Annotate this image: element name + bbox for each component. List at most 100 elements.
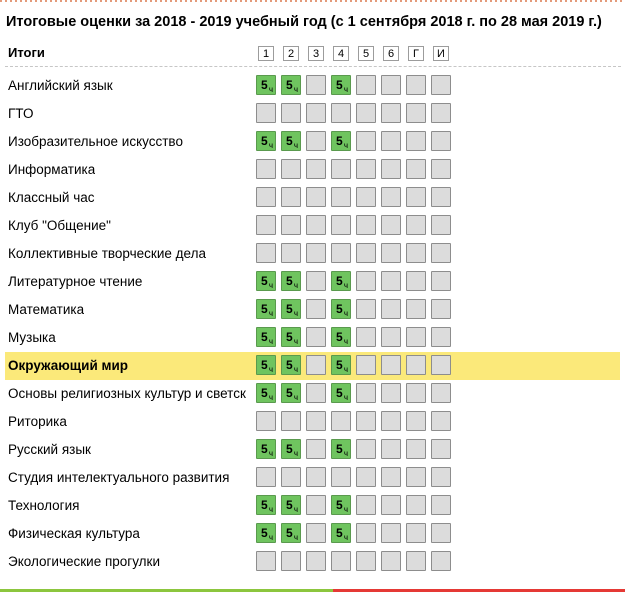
subject-row[interactable]: Физическая культура 5 ч 5 ч 5 ч: [5, 520, 620, 548]
subject-name[interactable]: Информатика: [8, 162, 96, 177]
empty-grade-cell[interactable]: [381, 495, 401, 515]
empty-grade-cell[interactable]: [306, 131, 326, 151]
empty-grade-cell[interactable]: [406, 523, 426, 543]
empty-grade-cell[interactable]: [281, 159, 301, 179]
empty-grade-cell[interactable]: [381, 551, 401, 571]
subject-row[interactable]: Литературное чтение 5 ч 5 ч 5 ч: [5, 268, 620, 296]
empty-grade-cell[interactable]: [306, 467, 326, 487]
empty-grade-cell[interactable]: [256, 467, 276, 487]
empty-grade-cell[interactable]: [281, 215, 301, 235]
empty-grade-cell[interactable]: [381, 327, 401, 347]
empty-grade-cell[interactable]: [356, 439, 376, 459]
empty-grade-cell[interactable]: [431, 383, 451, 403]
empty-grade-cell[interactable]: [356, 271, 376, 291]
empty-grade-cell[interactable]: [256, 243, 276, 263]
empty-grade-cell[interactable]: [356, 159, 376, 179]
subject-row[interactable]: Риторика: [5, 408, 620, 436]
empty-grade-cell[interactable]: [256, 411, 276, 431]
empty-grade-cell[interactable]: [356, 551, 376, 571]
subject-row[interactable]: Студия интелектуального развития: [5, 464, 620, 492]
empty-grade-cell[interactable]: [381, 383, 401, 403]
empty-grade-cell[interactable]: [356, 187, 376, 207]
subject-row[interactable]: Русский язык 5 ч 5 ч 5 ч: [5, 436, 620, 464]
empty-grade-cell[interactable]: [406, 159, 426, 179]
empty-grade-cell[interactable]: [381, 75, 401, 95]
empty-grade-cell[interactable]: [281, 411, 301, 431]
empty-grade-cell[interactable]: [431, 131, 451, 151]
subject-name[interactable]: Классный час: [8, 190, 95, 205]
empty-grade-cell[interactable]: [306, 215, 326, 235]
empty-grade-cell[interactable]: [381, 103, 401, 123]
subject-row[interactable]: Коллективные творческие дела: [5, 240, 620, 268]
empty-grade-cell[interactable]: [331, 243, 351, 263]
empty-grade-cell[interactable]: [431, 411, 451, 431]
empty-grade-cell[interactable]: [431, 439, 451, 459]
empty-grade-cell[interactable]: [356, 495, 376, 515]
subject-row[interactable]: ГТО: [5, 100, 620, 128]
empty-grade-cell[interactable]: [306, 439, 326, 459]
empty-grade-cell[interactable]: [431, 523, 451, 543]
empty-grade-cell[interactable]: [306, 159, 326, 179]
empty-grade-cell[interactable]: [356, 243, 376, 263]
empty-grade-cell[interactable]: [306, 551, 326, 571]
empty-grade-cell[interactable]: [406, 243, 426, 263]
empty-grade-cell[interactable]: [381, 131, 401, 151]
subject-name[interactable]: Физическая культура: [8, 526, 140, 541]
empty-grade-cell[interactable]: [381, 243, 401, 263]
empty-grade-cell[interactable]: [306, 355, 326, 375]
empty-grade-cell[interactable]: [431, 495, 451, 515]
empty-grade-cell[interactable]: [381, 523, 401, 543]
empty-grade-cell[interactable]: [406, 215, 426, 235]
subject-row[interactable]: Изобразительное искусство 5 ч 5 ч 5 ч: [5, 128, 620, 156]
empty-grade-cell[interactable]: [431, 187, 451, 207]
empty-grade-cell[interactable]: [381, 159, 401, 179]
empty-grade-cell[interactable]: [306, 523, 326, 543]
empty-grade-cell[interactable]: [406, 271, 426, 291]
empty-grade-cell[interactable]: [431, 243, 451, 263]
subject-name[interactable]: Клуб "Общение": [8, 218, 111, 233]
subject-name[interactable]: Английский язык: [8, 78, 113, 93]
subject-name[interactable]: Музыка: [8, 330, 56, 345]
empty-grade-cell[interactable]: [356, 355, 376, 375]
subject-row[interactable]: Экологические прогулки: [5, 548, 620, 576]
empty-grade-cell[interactable]: [306, 327, 326, 347]
empty-grade-cell[interactable]: [356, 131, 376, 151]
empty-grade-cell[interactable]: [431, 467, 451, 487]
empty-grade-cell[interactable]: [381, 271, 401, 291]
empty-grade-cell[interactable]: [406, 131, 426, 151]
empty-grade-cell[interactable]: [256, 215, 276, 235]
subject-name[interactable]: Окружающий мир: [8, 358, 129, 373]
subject-row[interactable]: Информатика: [5, 156, 620, 184]
empty-grade-cell[interactable]: [356, 75, 376, 95]
empty-grade-cell[interactable]: [406, 383, 426, 403]
empty-grade-cell[interactable]: [431, 551, 451, 571]
subject-name[interactable]: Студия интелектуального развития: [8, 470, 230, 485]
subject-name[interactable]: Русский язык: [8, 442, 91, 457]
empty-grade-cell[interactable]: [281, 103, 301, 123]
empty-grade-cell[interactable]: [406, 439, 426, 459]
empty-grade-cell[interactable]: [381, 467, 401, 487]
empty-grade-cell[interactable]: [381, 215, 401, 235]
empty-grade-cell[interactable]: [281, 551, 301, 571]
empty-grade-cell[interactable]: [256, 551, 276, 571]
subject-name[interactable]: Риторика: [8, 414, 67, 429]
empty-grade-cell[interactable]: [256, 187, 276, 207]
